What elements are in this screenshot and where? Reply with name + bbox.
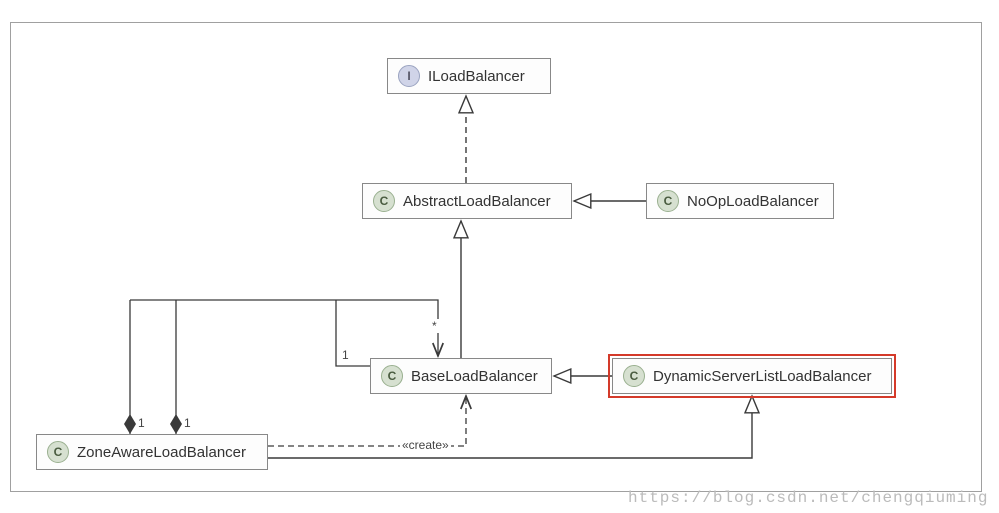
node-baseloadbalancer: C BaseLoadBalancer	[370, 358, 552, 394]
node-label: DynamicServerListLoadBalancer	[653, 368, 871, 385]
node-label: NoOpLoadBalancer	[687, 193, 819, 210]
class-icon: C	[373, 190, 395, 212]
label-one-c: 1	[182, 416, 193, 430]
label-star: *	[430, 319, 439, 333]
node-label: ZoneAwareLoadBalancer	[77, 444, 246, 461]
node-nooploadbalancer: C NoOpLoadBalancer	[646, 183, 834, 219]
node-zoneawareloadbalancer: C ZoneAwareLoadBalancer	[36, 434, 268, 470]
label-one-b: 1	[136, 416, 147, 430]
node-iloadbalancer: I ILoadBalancer	[387, 58, 551, 94]
node-label: ILoadBalancer	[428, 68, 525, 85]
class-icon: C	[623, 365, 645, 387]
node-label: AbstractLoadBalancer	[403, 193, 551, 210]
node-label: BaseLoadBalancer	[411, 368, 538, 385]
class-icon: C	[381, 365, 403, 387]
class-icon: C	[657, 190, 679, 212]
label-create: «create»	[400, 438, 451, 452]
class-icon: C	[47, 441, 69, 463]
node-dynamicserverlistloadbalancer: C DynamicServerListLoadBalancer	[612, 358, 892, 394]
interface-icon: I	[398, 65, 420, 87]
watermark: https://blog.csdn.net/chengqiuming	[628, 489, 988, 507]
label-one-a: 1	[340, 348, 351, 362]
node-abstractloadbalancer: C AbstractLoadBalancer	[362, 183, 572, 219]
